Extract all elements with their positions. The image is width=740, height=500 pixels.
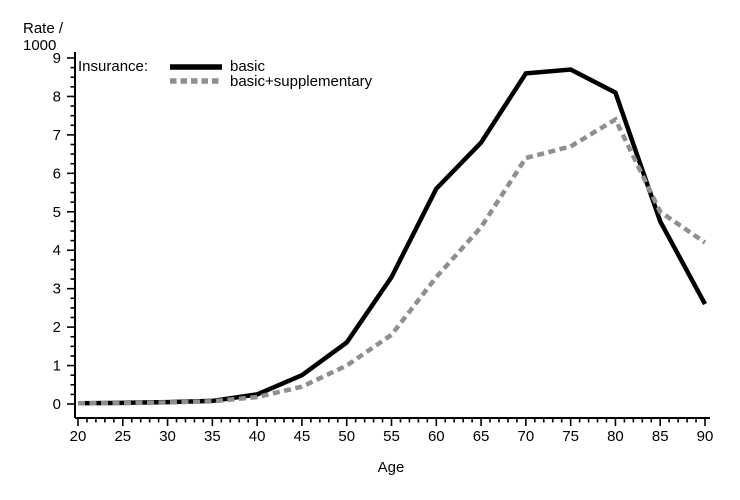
x-tick-label: 85 — [652, 428, 669, 445]
y-tick-label: 4 — [53, 242, 61, 259]
x-tick-label: 50 — [338, 428, 355, 445]
legend-label-basic-supplementary: basic+supplementary — [230, 73, 373, 90]
axes — [74, 52, 710, 419]
legend-title: Insurance: — [78, 58, 149, 75]
y-axis-title-line1: Rate / — [23, 20, 64, 37]
x-tick-label: 40 — [249, 428, 266, 445]
x-tick-label: 60 — [428, 428, 445, 445]
y-axis-title: Rate / 1000 — [23, 20, 63, 54]
x-tick-label: 90 — [697, 428, 714, 445]
x-tick-label: 35 — [204, 428, 221, 445]
y-axis-ticks: 0 1 2 3 4 5 6 7 8 9 — [53, 50, 74, 413]
series-line-basic-supplementary — [78, 116, 707, 406]
x-tick-label: 45 — [294, 428, 311, 445]
legend-swatches — [170, 64, 222, 84]
x-tick-label: 80 — [607, 428, 624, 445]
y-tick-label: 9 — [53, 50, 61, 67]
x-axis-title: Age — [377, 459, 405, 476]
x-tick-label: 70 — [518, 428, 535, 445]
x-tick-label: 75 — [562, 428, 579, 445]
y-tick-label: 7 — [53, 127, 61, 144]
y-axis-title-line2: 1000 — [23, 37, 57, 54]
x-tick-label: 65 — [473, 428, 490, 445]
x-tick-label: 30 — [159, 428, 176, 445]
x-tick-label: 25 — [114, 428, 131, 445]
y-tick-label: 1 — [53, 358, 61, 375]
y-tick-label: 6 — [53, 165, 61, 182]
y-tick-label: 3 — [53, 281, 61, 298]
y-tick-label: 0 — [53, 396, 61, 413]
y-tick-label: 8 — [53, 88, 61, 105]
legend-label-basic: basic — [230, 58, 266, 75]
x-tick-label: 20 — [70, 428, 87, 445]
y-tick-label: 5 — [53, 204, 61, 221]
y-tick-label: 2 — [53, 319, 61, 336]
x-tick-label: 55 — [383, 428, 400, 445]
x-axis-ticks: 20 25 30 35 40 45 50 55 60 65 70 75 80 85 90 — [70, 418, 714, 445]
